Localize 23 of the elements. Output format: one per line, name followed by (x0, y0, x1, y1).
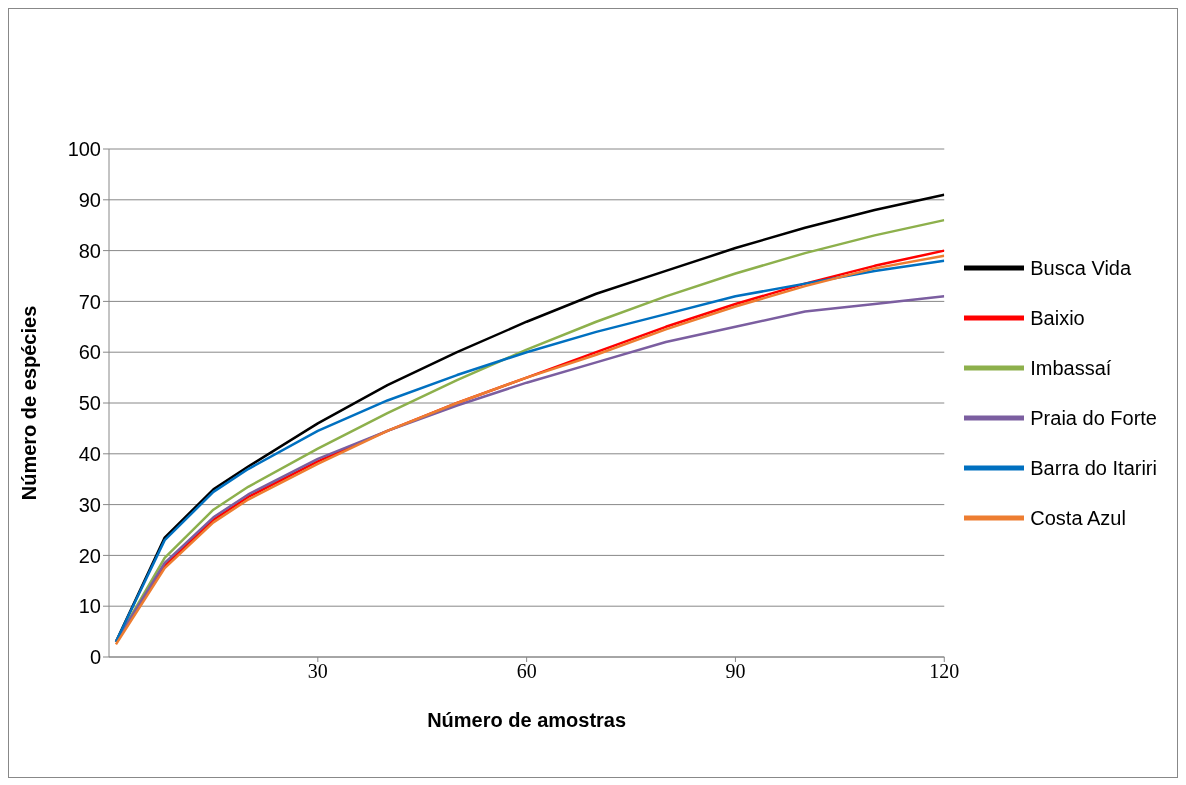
y-tick-label: 10 (78, 595, 101, 618)
x-tick-label: 30 (307, 660, 328, 683)
y-tick-label: 100 (67, 138, 101, 161)
x-tick-label: 120 (929, 660, 960, 683)
y-tick-label: 90 (78, 188, 101, 211)
y-tick-label: 60 (78, 341, 101, 364)
y-tick-label: 40 (78, 442, 101, 465)
y-tick-label: 50 (78, 392, 101, 415)
y-tick-label: 70 (78, 290, 101, 313)
y-tick-label: 20 (78, 544, 101, 567)
legend-label: Imbassaí (1030, 356, 1112, 380)
legend-label: Baixio (1030, 306, 1085, 330)
y-axis-title: Número de espécies (18, 305, 41, 501)
y-tick-label: 0 (89, 646, 101, 669)
legend-label: Praia do Forte (1030, 406, 1157, 430)
x-axis-title: Número de amostras (427, 709, 627, 731)
x-tick-label: 90 (725, 660, 746, 683)
x-tick-label: 60 (516, 660, 537, 683)
legend-label: Busca Vida (1030, 256, 1132, 280)
y-tick-label: 30 (78, 493, 101, 516)
legend-label: Barra do Itariri (1030, 456, 1157, 480)
y-tick-label: 80 (78, 239, 101, 262)
legend-label: Costa Azul (1030, 506, 1126, 530)
